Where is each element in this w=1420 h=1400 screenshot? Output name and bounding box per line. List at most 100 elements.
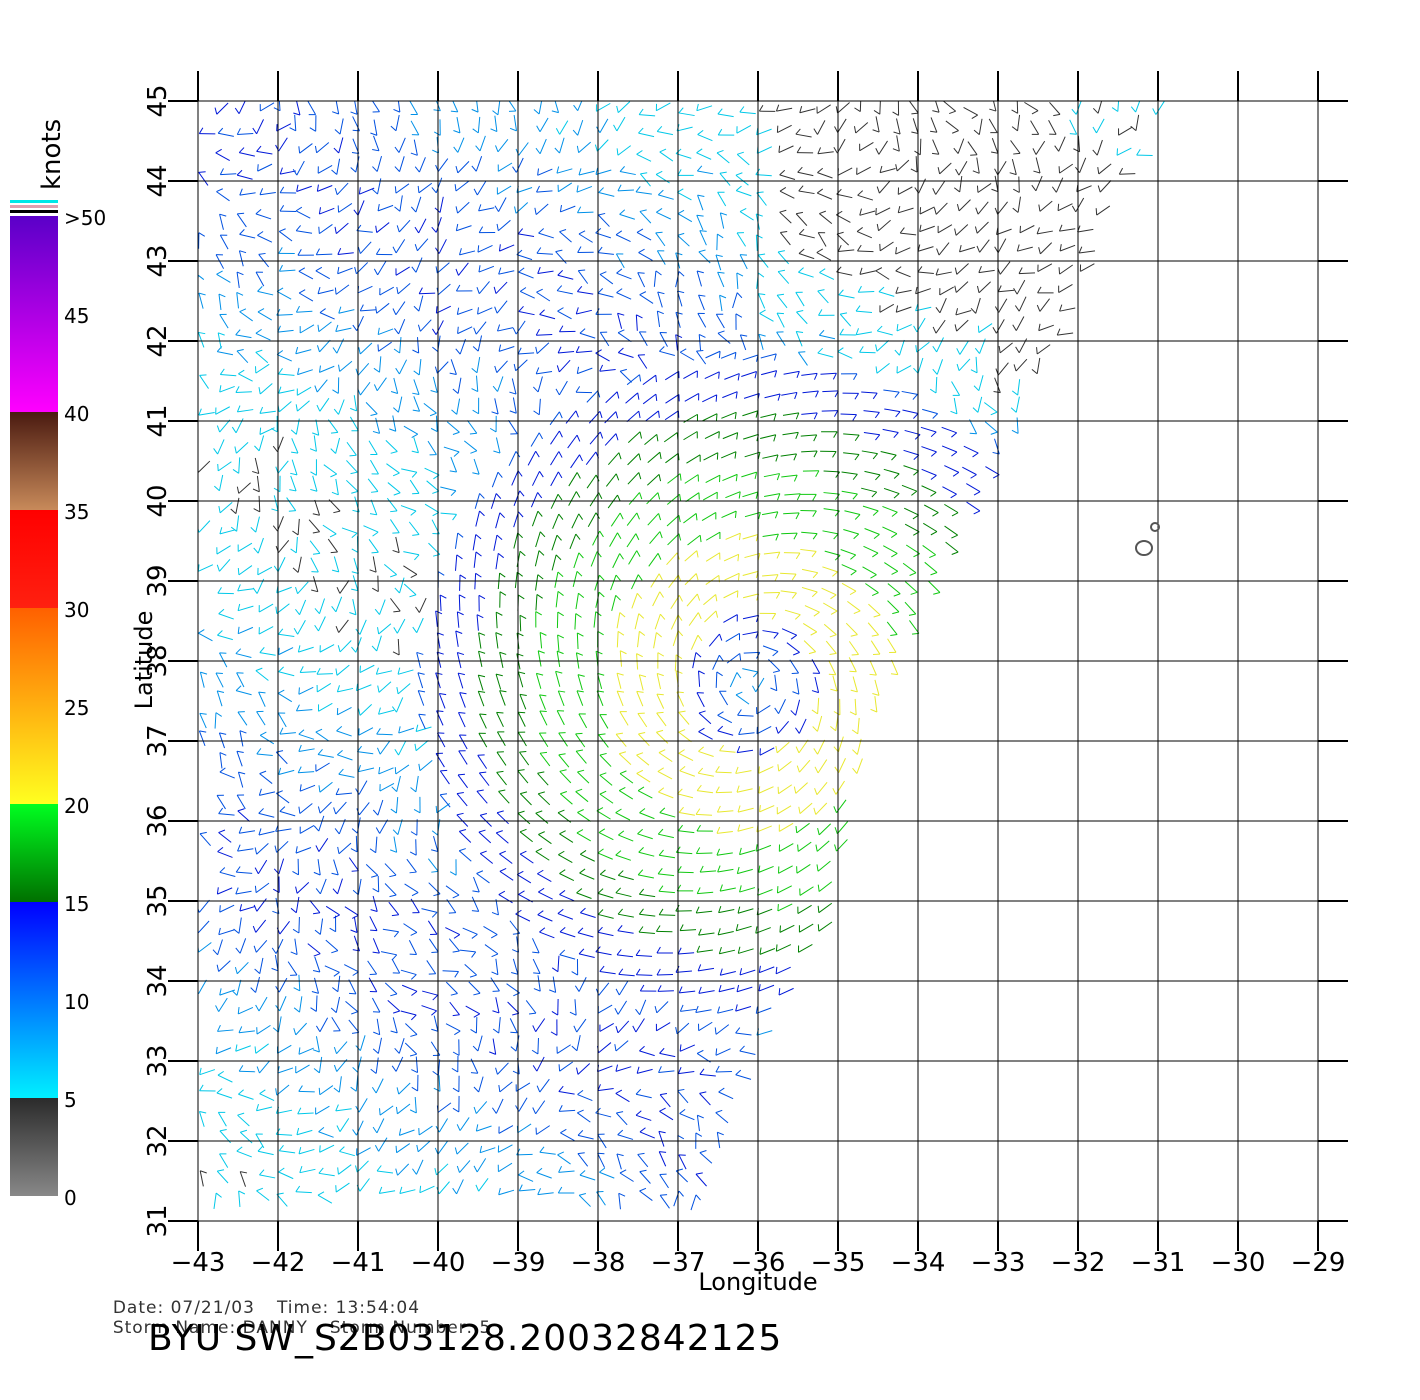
wind-barb [496, 185, 512, 195]
wind-barb [658, 885, 675, 894]
wind-barb [638, 674, 647, 691]
wind-barb [516, 1123, 532, 1134]
wind-barb [596, 807, 611, 820]
wind-barb [552, 513, 564, 530]
wind-barb [932, 319, 946, 334]
wind-barb [236, 1146, 252, 1158]
wind-barb [695, 808, 713, 816]
wind-barb [718, 1087, 734, 1100]
colorbar-tick-label: 10 [64, 990, 89, 1014]
wind-barb [615, 230, 631, 242]
wind-barb [862, 505, 879, 516]
wind-barb [817, 902, 833, 914]
wind-barb [336, 726, 352, 737]
wind-barb [198, 292, 206, 309]
wind-barb [216, 419, 231, 433]
wind-barb [616, 145, 632, 156]
wind-barb [355, 1098, 368, 1113]
wind-barb [675, 846, 693, 855]
wind-barb [316, 397, 330, 412]
wind-barb [717, 330, 731, 344]
wind-barb [719, 884, 736, 892]
wind-barb [657, 189, 674, 200]
wind-barb [370, 895, 378, 912]
wind-barb [275, 1106, 293, 1114]
wind-barb [257, 308, 272, 321]
wind-barb [575, 386, 593, 394]
grid-lines [197, 100, 1319, 1222]
wind-barb [619, 368, 633, 383]
wind-barb [781, 628, 798, 640]
wind-barb [314, 598, 326, 614]
wind-barb [655, 1022, 671, 1032]
wind-barb [254, 859, 268, 874]
wind-barb [742, 593, 760, 601]
wind-barb [216, 270, 231, 283]
wind-barb [278, 628, 295, 638]
wind-barb [855, 305, 873, 314]
wind-barb [256, 145, 273, 155]
x-tick-label: −37 [651, 1248, 706, 1278]
wind-barb [235, 329, 252, 339]
wind-barb [636, 228, 652, 241]
wind-barb [678, 806, 695, 816]
wind-barb [799, 106, 816, 114]
wind-barb [298, 686, 314, 695]
wind-barb [387, 482, 401, 496]
wind-barb [988, 118, 998, 134]
wind-barb [336, 706, 352, 716]
wind-barb [532, 1056, 545, 1072]
wind-barb [755, 1006, 772, 1014]
wind-barb [666, 493, 682, 505]
wind-barb [312, 956, 321, 973]
wind-barb [219, 234, 229, 250]
wind-barb [456, 1117, 470, 1131]
wind-barb [496, 810, 509, 825]
wind-barb [599, 364, 616, 372]
wind-barb [427, 858, 439, 873]
wind-barb [295, 882, 310, 894]
wind-barb [391, 775, 401, 792]
wind-barb [431, 320, 444, 335]
wind-barb [318, 1167, 335, 1177]
wind-barb [954, 224, 969, 236]
wind-barb [800, 548, 817, 558]
wind-barb [377, 327, 394, 336]
colorbar-band [10, 216, 58, 412]
wind-barb [638, 331, 648, 347]
wind-barb [471, 896, 480, 912]
wind-barb [614, 1040, 629, 1052]
wind-barb [756, 704, 771, 715]
wind-barb [434, 1141, 448, 1155]
wind-barb [239, 188, 256, 196]
wind-barb [617, 347, 634, 358]
wind-barb [684, 550, 699, 562]
wind-barb [456, 792, 468, 807]
wind-barb [318, 207, 335, 215]
wind-barb [516, 1148, 533, 1156]
wind-barb [297, 1107, 314, 1115]
wind-barb [778, 822, 794, 832]
wind-barb [439, 769, 450, 785]
wind-barb [537, 266, 554, 275]
wind-barb [219, 867, 236, 877]
wind-barb [357, 285, 373, 294]
wind-barb [659, 148, 674, 162]
wind-barb [379, 782, 395, 792]
wind-barb [290, 459, 298, 476]
wind-barb [495, 830, 509, 844]
wind-barb [577, 809, 591, 822]
wind-barb [337, 247, 354, 255]
wind-barb [610, 574, 621, 591]
wind-barb [725, 491, 741, 499]
wind-barb [793, 782, 808, 794]
wind-barb [535, 594, 543, 611]
wind-barb [657, 985, 674, 992]
wind-barb [198, 171, 209, 186]
wind-barb [517, 347, 535, 355]
wind-barb [298, 267, 314, 280]
wind-barb [718, 690, 729, 706]
wind-barb [783, 552, 801, 560]
wind-barb [715, 1048, 731, 1056]
wind-barb [657, 828, 674, 839]
